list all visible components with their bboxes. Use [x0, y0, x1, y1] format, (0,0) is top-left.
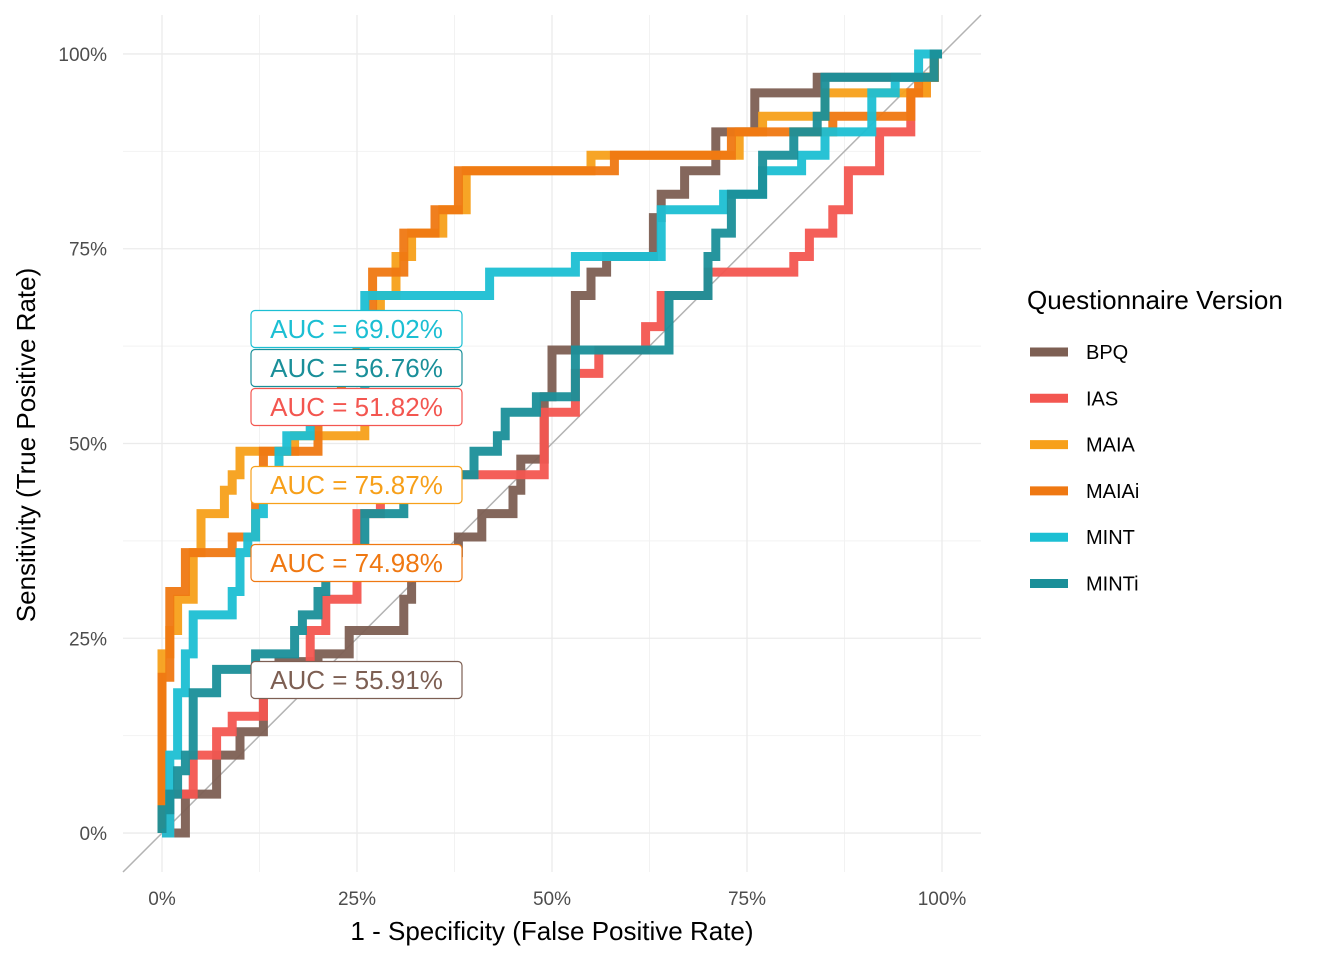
legend-item-maiai: MAIAi — [1030, 481, 1139, 503]
auc-label-box — [250, 387, 463, 427]
legend-item-mint: MINT — [1030, 527, 1135, 549]
auc-label-text: AUC = 51.82% — [270, 392, 443, 422]
legend-title: Questionnaire Version — [1027, 285, 1283, 315]
roc-line-minti — [157, 49, 942, 833]
legend: Questionnaire Version BPQ IAS MAIA MAIAi MIN… — [1027, 285, 1283, 596]
auc-label-text: AUC = 74.98% — [270, 548, 443, 578]
legend-item-maia: MAIA — [1030, 435, 1136, 457]
y-tick-label: 50% — [69, 435, 107, 456]
auc-label-bpq: AUC = 55.91% — [250, 660, 463, 700]
y-tick-label: 25% — [69, 629, 107, 650]
y-axis-ticks: 0% 25% 50% 75% 100% — [58, 45, 107, 845]
auc-label-text: AUC = 75.87% — [270, 470, 443, 500]
x-tick-label: 100% — [918, 889, 967, 910]
y-axis-title: Sensitivity (True Positive Rate) — [11, 268, 41, 622]
auc-label-box — [250, 348, 463, 388]
legend-label: MINTi — [1086, 574, 1139, 596]
y-tick-label: 75% — [69, 240, 107, 261]
roc-line-maiai — [157, 49, 942, 833]
y-tick-label: 100% — [58, 45, 107, 66]
auc-label-text: AUC = 55.91% — [270, 665, 443, 695]
x-axis-ticks: 0% 25% 50% 75% 100% — [148, 889, 966, 910]
auc-label-text: AUC = 69.02% — [270, 314, 443, 344]
x-tick-label: 0% — [148, 889, 176, 910]
x-tick-label: 75% — [728, 889, 766, 910]
legend-item-ias: IAS — [1030, 388, 1118, 410]
auc-label-minti: AUC = 56.76% — [250, 348, 463, 388]
legend-label: MAIAi — [1086, 481, 1139, 503]
auc-label-text: AUC = 56.76% — [270, 353, 443, 383]
auc-label-mint: AUC = 69.02% — [250, 309, 463, 349]
y-tick-label: 0% — [80, 824, 108, 845]
auc-labels: AUC = 69.02% AUC = 56.76% AUC = 51.82% AUC … — [250, 309, 463, 700]
legend-item-minti: MINTi — [1030, 574, 1139, 596]
legend-label: MAIA — [1086, 435, 1136, 457]
legend-label: MINT — [1086, 527, 1135, 549]
x-axis-title: 1 - Specificity (False Positive Rate) — [350, 916, 753, 946]
auc-label-box — [250, 660, 463, 700]
legend-label: BPQ — [1086, 342, 1128, 364]
auc-label-box — [250, 543, 463, 583]
auc-label-box — [250, 465, 463, 505]
x-tick-label: 50% — [533, 889, 571, 910]
x-tick-label: 25% — [338, 889, 376, 910]
auc-label-maiai: AUC = 74.98% — [250, 543, 463, 583]
auc-label-maia: AUC = 75.87% — [250, 465, 463, 505]
auc-label-ias: AUC = 51.82% — [250, 387, 463, 427]
legend-label: IAS — [1086, 388, 1118, 410]
auc-label-box — [250, 309, 463, 349]
legend-item-bpq: BPQ — [1030, 342, 1128, 364]
